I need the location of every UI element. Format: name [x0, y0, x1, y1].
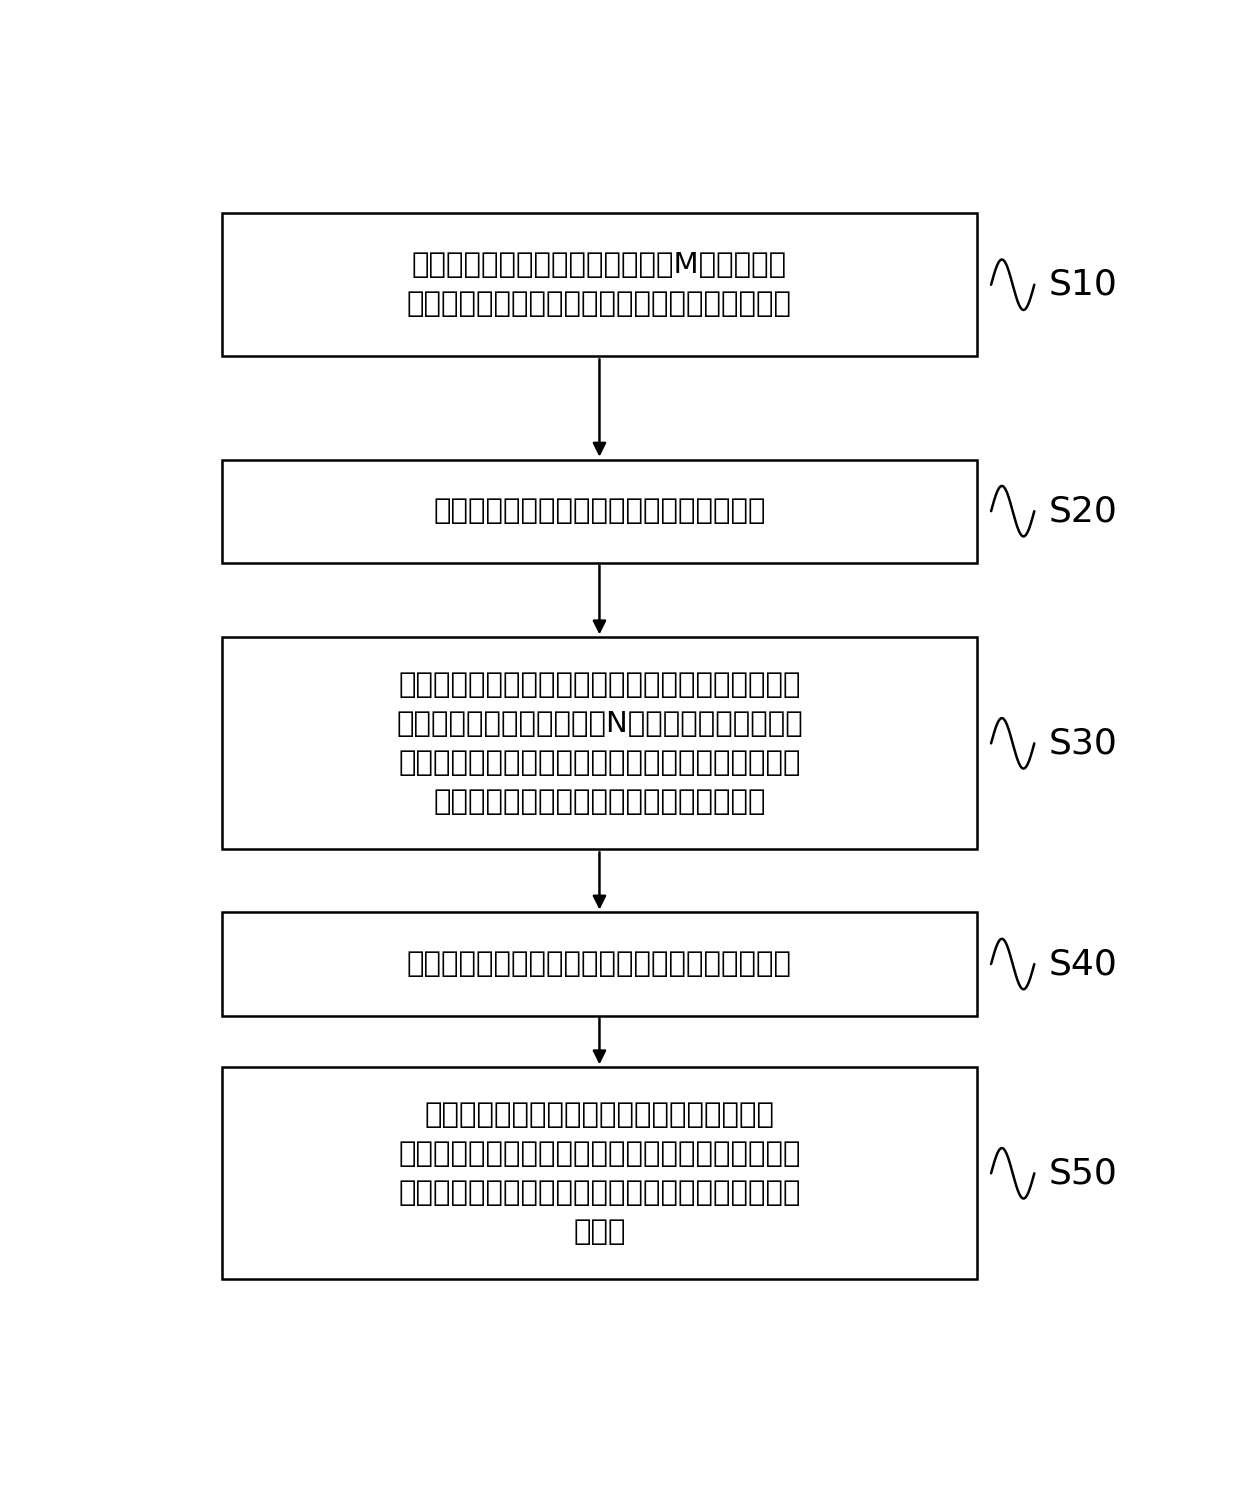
Text: S20: S20	[1049, 494, 1117, 529]
Text: 在测试样品的第一表面上形成第一金属层，以形成第
二态样品；第一金属层包括N个相似的金属图案，金
属图案的面积与对应的轮廓图形的面积之比为第一面
积比，不同金属图: 在测试样品的第一表面上形成第一金属层，以形成第 二态样品；第一金属层包括N个相似…	[396, 672, 802, 816]
Text: S10: S10	[1049, 268, 1117, 302]
Bar	[222, 637, 977, 849]
Bar	[222, 1068, 977, 1279]
Bar	[222, 213, 977, 356]
Text: S30: S30	[1049, 727, 1117, 761]
Text: 检测第二态样品中各金属图案对应的第二电流密度: 检测第二态样品中各金属图案对应的第二电流密度	[407, 950, 792, 978]
Text: S50: S50	[1049, 1157, 1117, 1190]
Bar	[222, 913, 977, 1015]
Text: 基于第一态样品中第一表面的第一电流密度，
第二态样品中各金属图案的第一面积比以及对应的第
二电流密度，得到第一金属层与半导体界面的复合电
流密度: 基于第一态样品中第一表面的第一电流密度， 第二态样品中各金属图案的第一面积比以及…	[398, 1100, 801, 1246]
Text: 检测第一态样品中第一表面的第一电流密度: 检测第一态样品中第一表面的第一电流密度	[433, 497, 766, 526]
Text: S40: S40	[1049, 947, 1117, 981]
Bar	[222, 460, 977, 563]
Text: 提供测试样品组，测试样品组包括M个测试样品
测试样品为具有第一表面和第二表面的第一态样品: 提供测试样品组，测试样品组包括M个测试样品 测试样品为具有第一表面和第二表面的第…	[407, 252, 792, 319]
